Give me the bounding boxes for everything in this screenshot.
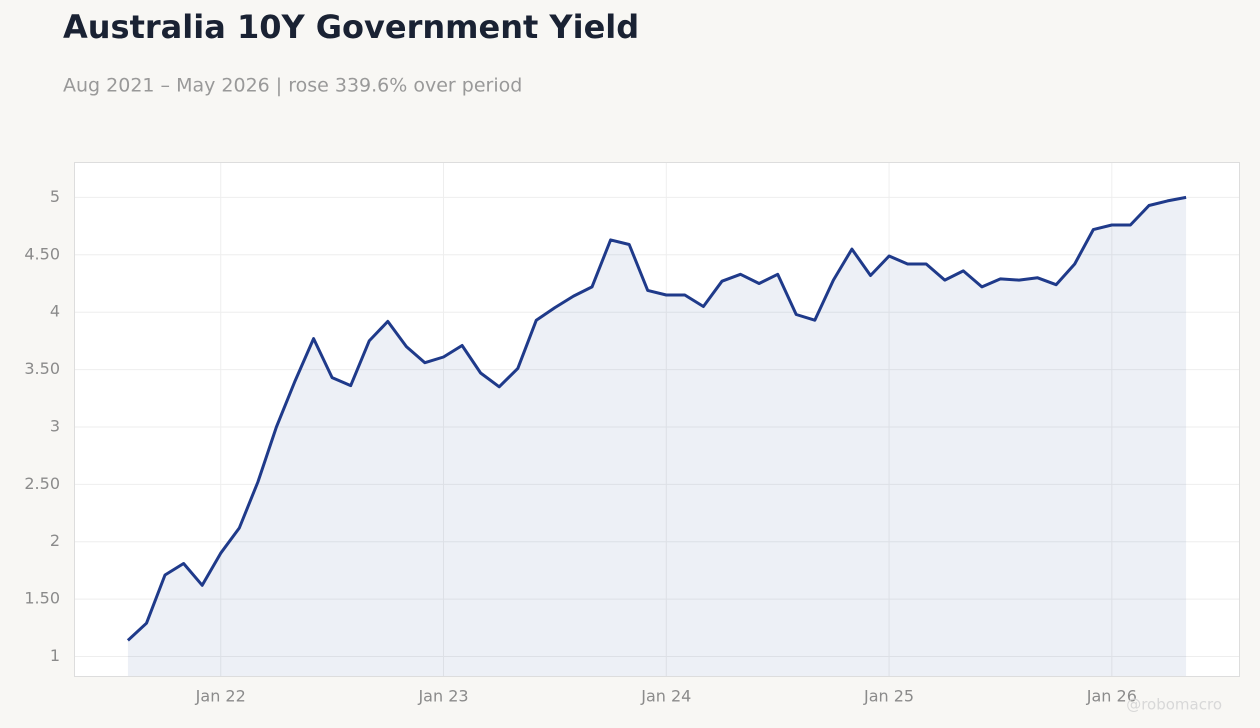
y-tick-label: 4	[50, 302, 60, 321]
x-tick-label: Jan 24	[640, 687, 691, 706]
y-tick-label: 4.50	[24, 244, 60, 263]
y-tick-label: 2.50	[24, 474, 60, 493]
area	[127, 197, 1187, 676]
x-tick-label: Jan 23	[417, 687, 468, 706]
y-tick-label: 2	[50, 531, 60, 550]
y-tick-label: 1	[50, 646, 60, 665]
y-tick-label: 3	[50, 416, 60, 435]
chart-title: Australia 10Y Government Yield	[63, 8, 639, 46]
x-tick-label: Jan 26	[1086, 687, 1137, 706]
y-tick-label: 3.50	[24, 359, 60, 378]
line	[126, 195, 1187, 642]
x-tick-label: Jan 25	[863, 687, 914, 706]
y-tick-label: 1.50	[24, 589, 60, 608]
x-tick-label: Jan 22	[195, 687, 246, 706]
watermark: @robomacro	[1126, 696, 1222, 714]
y-tick-label: 5	[50, 187, 60, 206]
plot-area	[74, 162, 1240, 677]
chart-subtitle: Aug 2021 – May 2026 | rose 339.6% over p…	[63, 75, 522, 97]
